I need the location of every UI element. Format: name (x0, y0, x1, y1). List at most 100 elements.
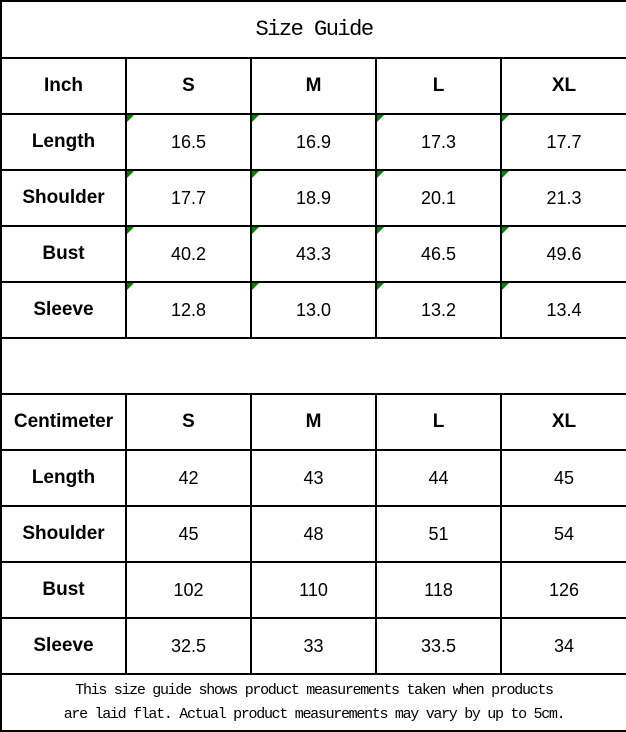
measurement-cell: 12.8 (125, 281, 252, 339)
centimeter-length-row: Length 42 43 44 45 (0, 449, 626, 507)
inch-sleeve-row: Sleeve 12.8 13.0 13.2 13.4 (0, 281, 626, 339)
cell-value: 33.5 (420, 635, 457, 656)
cell-flag-triangle-icon (253, 284, 259, 290)
measurement-cell: 43 (250, 449, 377, 507)
cell-flag-triangle-icon (503, 116, 509, 122)
measurement-cell: 48 (250, 505, 377, 563)
cell-flag-triangle-icon (128, 172, 134, 178)
row-label: Shoulder (0, 169, 127, 227)
cell-value: 34 (554, 635, 575, 656)
size-column-header-l: L (375, 393, 502, 451)
inch-bust-row: Bust 40.2 43.3 46.5 49.6 (0, 225, 626, 283)
cell-value: 49.6 (546, 243, 582, 264)
measurement-cell: 43.3 (250, 225, 377, 283)
cell-value: 18.9 (295, 187, 332, 208)
measurement-cell: 18.9 (250, 169, 377, 227)
size-column-header-s: S (125, 393, 252, 451)
cell-flag-triangle-icon (378, 172, 384, 178)
row-label: Length (0, 113, 127, 171)
measurement-cell: 16.9 (250, 113, 377, 171)
measurement-cell: 33.5 (375, 617, 502, 675)
cell-value: 32.5 (170, 635, 207, 656)
cell-flag-triangle-icon (378, 284, 384, 290)
cell-flag-triangle-icon (253, 116, 259, 122)
inch-shoulder-row: Shoulder 17.7 18.9 20.1 21.3 (0, 169, 626, 227)
cell-flag-triangle-icon (503, 228, 509, 234)
cell-value: 17.7 (546, 131, 582, 152)
cell-value: 118 (424, 579, 453, 600)
measurement-cell: 20.1 (375, 169, 502, 227)
cell-flag-triangle-icon (378, 228, 384, 234)
cell-flag-triangle-icon (253, 228, 259, 234)
unit-header-inch: Inch (0, 57, 127, 115)
measurement-cell: 32.5 (125, 617, 252, 675)
size-column-header-xl: XL (499, 393, 626, 451)
cell-value: 43 (303, 467, 324, 488)
cell-value: 51 (428, 523, 449, 544)
title-row: Size Guide (0, 0, 626, 59)
size-column-header-m: M (250, 57, 377, 115)
cell-value: 13.0 (295, 299, 332, 320)
measurement-cell: 17.3 (375, 113, 502, 171)
footer-note: This size guide shows product measuremen… (0, 673, 626, 732)
cell-value: 44 (428, 467, 449, 488)
cell-value: 102 (173, 579, 204, 600)
measurement-cell: 54 (499, 505, 626, 563)
measurement-cell: 16.5 (125, 113, 252, 171)
row-label: Bust (0, 225, 127, 283)
centimeter-header-row: Centimeter S M L XL (0, 393, 626, 451)
size-column-header-m: M (250, 393, 377, 451)
footer-row: This size guide shows product measuremen… (0, 673, 626, 732)
cell-value: 40.2 (170, 243, 207, 264)
page-title: Size Guide (0, 0, 626, 59)
spacer-cell (0, 337, 626, 395)
row-label: Length (0, 449, 127, 507)
measurement-cell: 102 (125, 561, 252, 619)
cell-value: 126 (549, 579, 580, 600)
measurement-cell: 126 (499, 561, 626, 619)
cell-value: 48 (303, 523, 324, 544)
row-label: Shoulder (0, 505, 127, 563)
measurement-cell: 51 (375, 505, 502, 563)
unit-header-centimeter: Centimeter (0, 393, 127, 451)
cell-value: 110 (299, 579, 328, 600)
measurement-cell: 44 (375, 449, 502, 507)
centimeter-bust-row: Bust 102 110 118 126 (0, 561, 626, 619)
inch-header-row: Inch S M L XL (0, 57, 626, 115)
measurement-cell: 118 (375, 561, 502, 619)
inch-length-row: Length 16.5 16.9 17.3 17.7 (0, 113, 626, 171)
centimeter-shoulder-row: Shoulder 45 48 51 54 (0, 505, 626, 563)
size-column-header-l: L (375, 57, 502, 115)
measurement-cell: 17.7 (125, 169, 252, 227)
measurement-cell: 40.2 (125, 225, 252, 283)
cell-flag-triangle-icon (128, 284, 134, 290)
footer-note-line-1: This size guide shows product measuremen… (75, 681, 554, 699)
centimeter-sleeve-row: Sleeve 32.5 33 33.5 34 (0, 617, 626, 675)
cell-value: 43.3 (295, 243, 332, 264)
size-column-header-xl: XL (499, 57, 626, 115)
cell-flag-triangle-icon (378, 116, 384, 122)
measurement-cell: 34 (499, 617, 626, 675)
cell-flag-triangle-icon (253, 172, 259, 178)
cell-value: 13.2 (420, 299, 457, 320)
measurement-cell: 33 (250, 617, 377, 675)
cell-value: 42 (178, 467, 199, 488)
cell-value: 21.3 (546, 187, 582, 208)
measurement-cell: 45 (125, 505, 252, 563)
cell-value: 17.7 (170, 187, 207, 208)
cell-value: 33 (303, 635, 324, 656)
cell-value: 12.8 (170, 299, 207, 320)
cell-value: 16.9 (295, 131, 332, 152)
size-column-header-s: S (125, 57, 252, 115)
footer-note-line-2: are laid flat. Actual product measuremen… (63, 705, 566, 723)
cell-value: 45 (178, 523, 199, 544)
cell-value: 46.5 (420, 243, 457, 264)
cell-flag-triangle-icon (503, 172, 509, 178)
cell-value: 13.4 (546, 299, 582, 320)
measurement-cell: 17.7 (499, 113, 626, 171)
measurement-cell: 13.0 (250, 281, 377, 339)
cell-value: 17.3 (420, 131, 457, 152)
cell-flag-triangle-icon (128, 228, 134, 234)
